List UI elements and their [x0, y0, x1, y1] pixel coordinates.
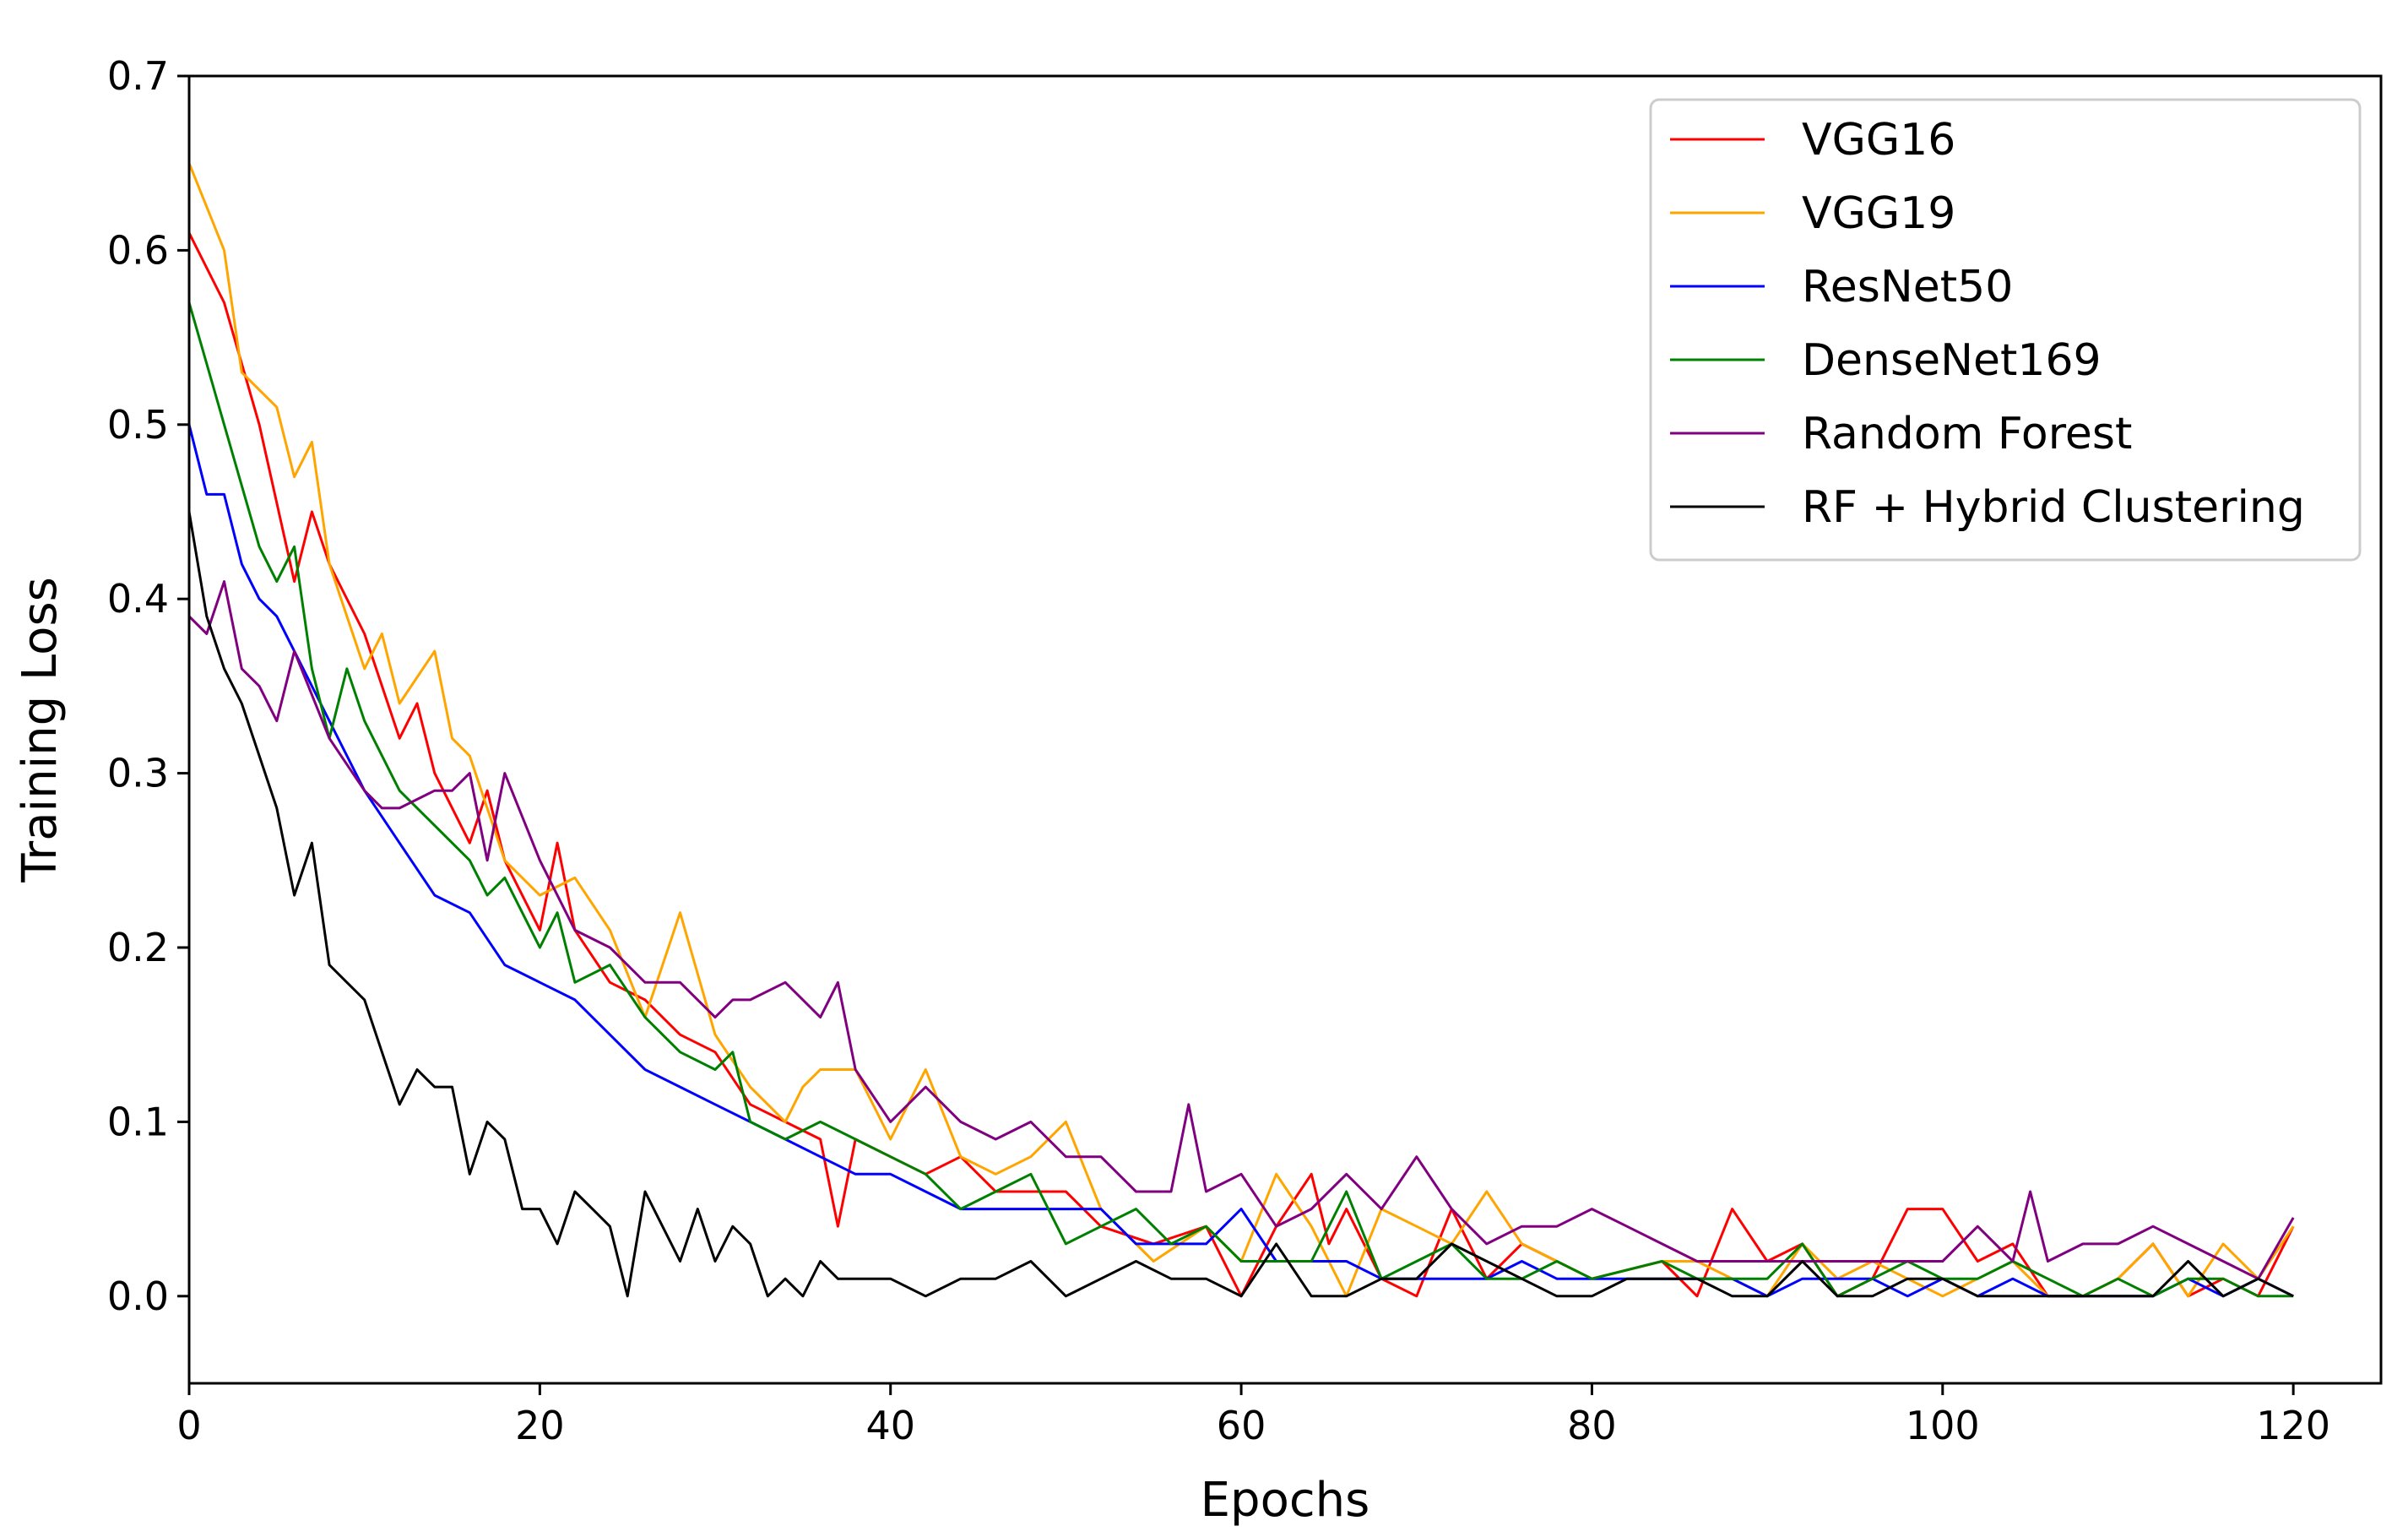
series-line-resnet50	[187, 424, 2294, 1298]
y-tick-label: 0.1	[107, 1099, 169, 1144]
series-line-rf-hybrid-clustering	[187, 511, 2294, 1298]
x-tick-label: 80	[1567, 1403, 1617, 1448]
x-tick-label: 40	[865, 1403, 915, 1448]
legend-box	[1649, 98, 2362, 562]
plot-frame	[187, 74, 2383, 1385]
x-tick-label: 0	[176, 1403, 201, 1448]
y-axis-label: Training Loss	[13, 577, 68, 883]
y-tick-label: 0.3	[107, 751, 169, 796]
y-tick-label: 0.5	[107, 402, 169, 448]
series-layer	[187, 162, 2295, 1298]
y-tick-label: 0.6	[107, 227, 169, 273]
x-tick-label: 120	[2256, 1403, 2330, 1448]
y-tick-label: 0.4	[107, 576, 169, 622]
legend-label: ResNet50	[1802, 262, 2013, 312]
series-line-densenet169	[187, 301, 2294, 1298]
y-tick-label: 0.0	[107, 1274, 169, 1319]
legend-label: DenseNet169	[1802, 335, 2102, 386]
series-line-random-forest	[187, 580, 2295, 1280]
y-tick-label: 0.2	[107, 925, 169, 970]
legend-label: RF + Hybrid Clustering	[1802, 482, 2305, 533]
x-tick-label: 60	[1217, 1403, 1266, 1448]
y-axis-ticks: 0.0 0.1 0.2 0.3 0.4 0.5 0.6 0.7	[107, 53, 189, 1319]
legend: VGG16 VGG19 ResNet50 DenseNet169 Random Fore…	[1649, 98, 2362, 562]
x-axis-ticks: 0 20 40 60 80 100 120	[176, 1383, 2330, 1448]
x-tick-label: 100	[1906, 1403, 1980, 1448]
y-tick-label: 0.7	[107, 53, 169, 99]
x-axis-label: Epochs	[1201, 1473, 1370, 1528]
legend-label: VGG16	[1802, 115, 1955, 166]
legend-label: VGG19	[1802, 188, 1955, 239]
x-tick-label: 20	[515, 1403, 565, 1448]
legend-label: Random Forest	[1802, 409, 2132, 459]
